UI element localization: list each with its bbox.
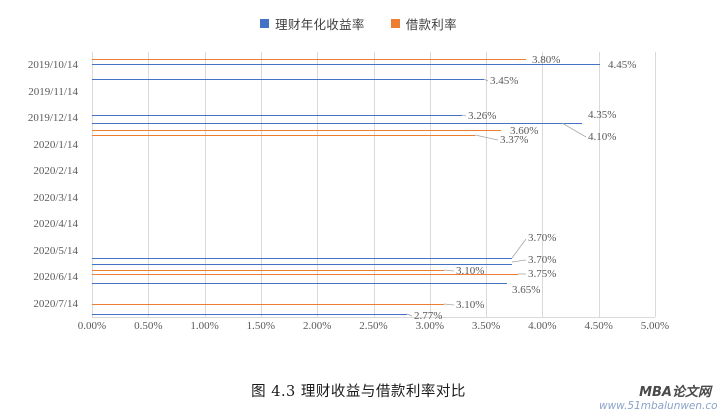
gridline-0.50% — [148, 52, 150, 317]
bar-blue-435 — [92, 123, 582, 124]
bar-blue-370a — [92, 258, 512, 259]
data-label-value: 3.10% — [456, 299, 485, 311]
data-label-value: 4.35% — [588, 109, 617, 121]
gridline-4.50% — [598, 52, 600, 317]
data-label-value: 3.37% — [500, 134, 529, 146]
square-swatch-icon-blue — [260, 19, 270, 28]
bar-orange-360 — [92, 130, 501, 131]
chart-legend: 理财年化收益率 借款利率 — [0, 14, 717, 33]
data-label-value: 3.80% — [532, 54, 561, 66]
x-axis-labels: 0.00% 0.50% 1.00% 1.50% 2.00% 2.50% 3.00% 3.50%… — [78, 318, 669, 338]
data-label-value: 3.45% — [490, 75, 519, 87]
watermark: MBA论文网 www.51mbalunwen.com — [599, 385, 717, 413]
y-axis-tick-label: 2020/6/14 — [33, 271, 78, 283]
bar-orange-380 — [92, 59, 526, 60]
data-label-value: 3.70% — [528, 254, 557, 266]
x-axis-tick-label: 5.00% — [640, 320, 670, 332]
x-axis-tick-label: 2.50% — [359, 320, 388, 332]
x-axis-tick-label: 2.00% — [302, 320, 332, 332]
data-label-value: 3.75% — [528, 268, 557, 280]
watermark-title: MBA论文网 — [639, 385, 711, 400]
bar-blue-445 — [92, 64, 600, 65]
legend-item-wealth-yield[interactable]: 理财年化收益率 — [260, 14, 365, 33]
gridline-3.50% — [486, 52, 488, 317]
x-axis-tick-label: 3.50% — [471, 320, 501, 332]
y-axis-line — [92, 52, 93, 317]
bar-orange-310a — [92, 270, 444, 271]
x-axis-line — [92, 317, 655, 318]
data-label-value: 4.10% — [588, 131, 617, 143]
figure-caption: 图 4.3 理财收益与借款利率对比 — [251, 384, 466, 400]
legend-item-loan-rate[interactable]: 借款利率 — [390, 14, 457, 33]
gridline-2.00% — [317, 52, 319, 317]
y-axis-tick-label: 2020/4/14 — [33, 218, 78, 230]
x-axis-tick-label: 4.00% — [528, 320, 557, 332]
gridline-4.00% — [542, 52, 544, 317]
y-axis-tick-label: 2020/1/14 — [33, 139, 78, 151]
data-label-value: 3.70% — [528, 232, 557, 244]
y-axis-labels: 2019/10/14 2019/11/14 2019/12/14 2020/1/14 2… — [0, 52, 86, 317]
leader-310b — [443, 303, 455, 306]
data-label-value: 3.26% — [468, 110, 497, 122]
square-swatch-icon-orange — [390, 19, 400, 28]
leader-277 — [406, 313, 413, 317]
plot-area: 3.80% 4.45% 3.45% 3.26% 4.35% 3.60% 3.37% 4.10%… — [92, 52, 656, 322]
leader-345 — [483, 78, 489, 82]
gridline-2.50% — [373, 52, 375, 317]
bar-orange-375 — [92, 274, 518, 275]
data-label-value: 3.10% — [456, 265, 485, 277]
data-label-value: 4.45% — [608, 59, 637, 71]
data-label-value: 3.60% — [510, 125, 539, 137]
y-axis-tick-label: 2019/10/14 — [27, 59, 78, 71]
y-axis-tick-label: 2020/7/14 — [33, 298, 78, 310]
leader-370-mid — [511, 259, 527, 263]
x-axis-tick-label: 1.00% — [190, 320, 219, 332]
y-axis-tick-label: 2019/12/14 — [27, 112, 78, 124]
bar-orange-337 — [92, 135, 475, 136]
y-axis-tick-label: 2019/11/14 — [28, 86, 78, 98]
bar-blue-365 — [92, 283, 507, 284]
x-axis-tick-label: 3.00% — [415, 320, 445, 332]
y-axis-tick-label: 2020/2/14 — [33, 165, 78, 177]
x-axis-tick-label: 0.50% — [134, 320, 163, 332]
x-axis-tick-label: 0.00% — [77, 320, 107, 332]
leader-370-top — [511, 238, 527, 259]
leader-410 — [561, 122, 587, 138]
data-label-value: 3.65% — [512, 284, 541, 296]
bar-blue-326 — [92, 115, 462, 116]
data-label-value: 2.77% — [414, 310, 443, 322]
bar-blue-370b — [92, 264, 512, 265]
legend-label-loan-rate: 借款利率 — [405, 17, 457, 32]
leader-lines — [92, 52, 655, 317]
leader-326 — [461, 114, 467, 117]
y-axis-tick-label: 2020/5/14 — [33, 245, 78, 257]
bar-blue-277 — [92, 314, 407, 315]
bar-orange-310b — [92, 304, 444, 305]
y-axis-tick-label: 2020/3/14 — [33, 192, 78, 204]
gridline-1.50% — [260, 52, 262, 317]
legend-label-wealth-yield: 理财年化收益率 — [275, 17, 365, 32]
watermark-url: www.51mbalunwen.com — [599, 400, 717, 413]
leader-310a — [443, 269, 455, 272]
gridline-1.00% — [204, 52, 206, 317]
leader-337 — [474, 134, 499, 141]
gridline-3.00% — [429, 52, 431, 317]
gridline-5.00% — [655, 52, 656, 317]
x-axis-tick-label: 1.50% — [246, 320, 276, 332]
bar-blue-345 — [92, 79, 484, 80]
x-axis-tick-label: 4.50% — [584, 320, 613, 332]
